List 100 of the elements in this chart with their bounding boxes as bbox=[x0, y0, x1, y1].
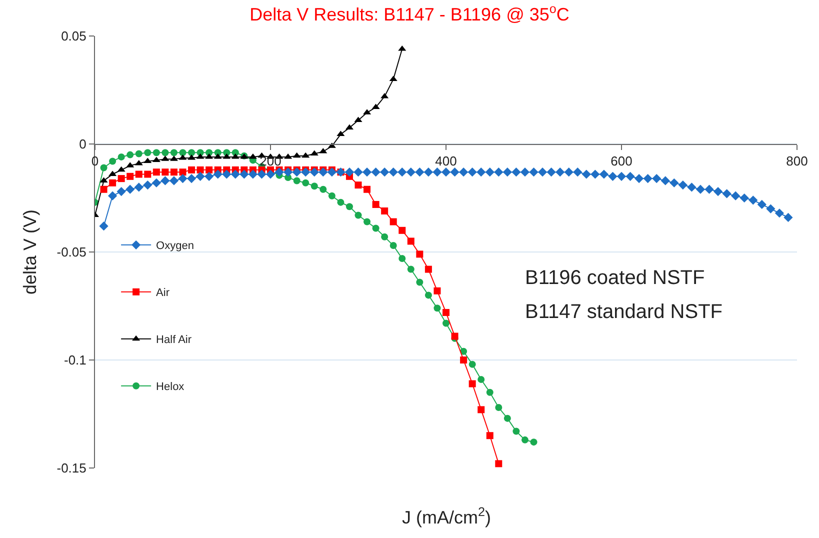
legend-label: Air bbox=[156, 287, 170, 300]
point bbox=[364, 186, 371, 193]
point bbox=[381, 233, 388, 240]
x-tick-label: 400 bbox=[435, 154, 457, 169]
point bbox=[126, 151, 134, 158]
point bbox=[434, 304, 441, 312]
legend-label: Helox bbox=[156, 381, 185, 394]
point bbox=[196, 153, 204, 159]
y-tick-label: 0.05 bbox=[61, 28, 86, 44]
point bbox=[346, 203, 353, 210]
point bbox=[284, 153, 292, 159]
point bbox=[302, 152, 310, 158]
legend-label: Oxygen bbox=[156, 240, 194, 252]
point bbox=[512, 428, 520, 435]
point bbox=[205, 153, 214, 159]
point bbox=[170, 149, 178, 156]
point bbox=[231, 153, 240, 159]
point bbox=[100, 186, 108, 193]
point bbox=[398, 226, 406, 234]
point bbox=[424, 292, 432, 299]
point bbox=[293, 177, 300, 184]
point bbox=[354, 212, 362, 219]
x-tick-label: 600 bbox=[610, 154, 632, 169]
point bbox=[434, 287, 441, 294]
point bbox=[424, 266, 432, 273]
point bbox=[530, 438, 538, 446]
point bbox=[478, 376, 485, 383]
point bbox=[118, 153, 125, 160]
point bbox=[162, 168, 169, 176]
point bbox=[407, 238, 414, 245]
point bbox=[416, 278, 424, 286]
y-tick-label: 0 bbox=[79, 136, 86, 152]
y-tick-label: -0.15 bbox=[56, 460, 86, 476]
chart-title: Delta V Results: B1147 - B1196 @ 35$^{o}$C bbox=[250, 2, 570, 25]
legend-label: Half Air bbox=[156, 334, 192, 346]
point bbox=[188, 166, 196, 174]
point bbox=[196, 166, 204, 174]
point bbox=[486, 432, 494, 440]
point bbox=[468, 360, 476, 368]
point bbox=[118, 175, 125, 182]
point bbox=[372, 104, 380, 110]
point bbox=[222, 153, 231, 159]
point bbox=[442, 308, 450, 316]
point bbox=[495, 404, 502, 412]
point bbox=[478, 406, 485, 414]
point bbox=[390, 218, 397, 226]
point bbox=[144, 149, 152, 156]
point bbox=[214, 153, 222, 159]
y-tick-label: -0.1 bbox=[64, 352, 86, 368]
point bbox=[381, 207, 388, 214]
point bbox=[398, 254, 406, 262]
point bbox=[117, 166, 126, 172]
point bbox=[390, 242, 397, 250]
point bbox=[188, 149, 196, 156]
point bbox=[337, 198, 344, 206]
point bbox=[179, 149, 186, 156]
point bbox=[336, 130, 345, 136]
x-tick-label: 800 bbox=[786, 154, 808, 169]
point bbox=[460, 356, 468, 364]
point bbox=[152, 168, 160, 176]
point bbox=[109, 158, 116, 165]
point bbox=[460, 348, 468, 355]
point bbox=[372, 224, 380, 232]
annotation: B1147 standard NSTF bbox=[525, 301, 723, 323]
point bbox=[162, 149, 169, 156]
point bbox=[310, 182, 318, 190]
point bbox=[372, 200, 380, 208]
point bbox=[135, 170, 142, 178]
point bbox=[442, 320, 450, 327]
point bbox=[134, 160, 143, 166]
point bbox=[292, 152, 301, 158]
point bbox=[206, 166, 213, 174]
point bbox=[135, 150, 142, 158]
point bbox=[495, 460, 502, 468]
point bbox=[144, 170, 152, 178]
y-axis-title: delta V (V) bbox=[20, 209, 40, 295]
point bbox=[179, 168, 186, 176]
point bbox=[152, 149, 160, 156]
point bbox=[407, 266, 414, 273]
point bbox=[144, 158, 152, 164]
point bbox=[364, 218, 371, 226]
annotation: B1196 coated NSTF bbox=[525, 267, 705, 289]
point bbox=[504, 414, 511, 422]
point bbox=[302, 179, 310, 186]
point bbox=[468, 380, 476, 388]
point bbox=[248, 153, 257, 159]
point bbox=[126, 172, 134, 180]
point bbox=[398, 45, 406, 51]
point bbox=[320, 186, 327, 193]
point bbox=[380, 92, 389, 98]
x-axis-title: J (mA/cm$^{2}$) bbox=[402, 505, 492, 528]
point bbox=[109, 179, 116, 186]
point bbox=[328, 192, 336, 200]
point bbox=[486, 388, 494, 396]
point bbox=[416, 250, 424, 258]
y-tick-label: -0.05 bbox=[56, 244, 86, 260]
point bbox=[354, 182, 362, 189]
point bbox=[170, 168, 178, 176]
point bbox=[521, 436, 528, 444]
point bbox=[100, 164, 108, 172]
